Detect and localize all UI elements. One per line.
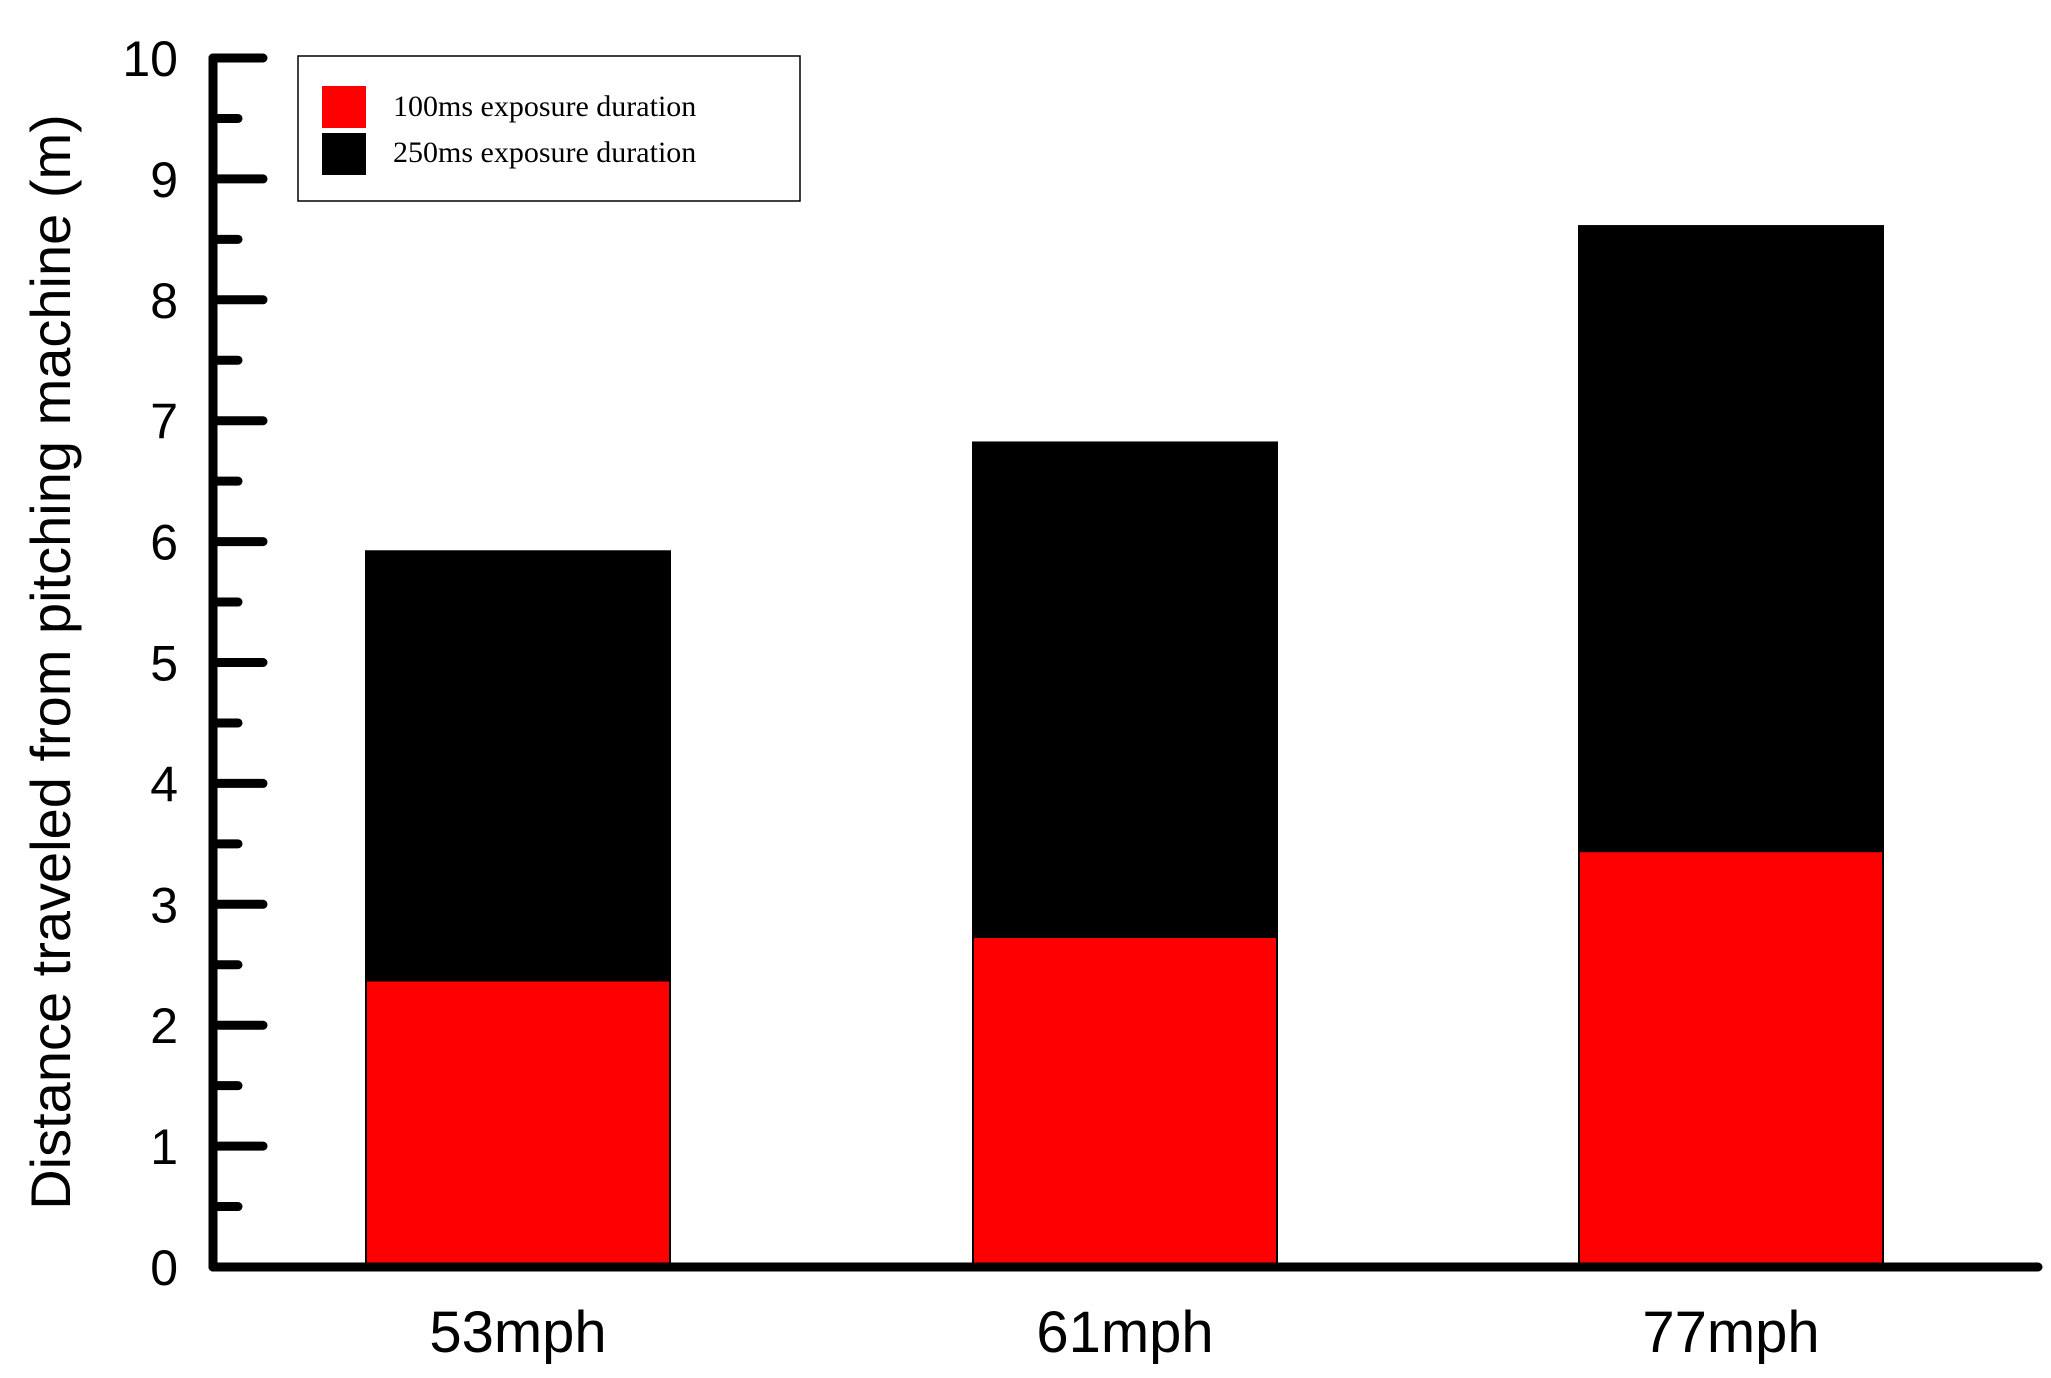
y-tick-label: 5 — [150, 636, 178, 692]
y-ticks: 0 1 2 3 4 5 6 7 8 9 10 — [122, 31, 268, 1296]
y-tick-label: 2 — [150, 998, 178, 1054]
y-tick-label: 6 — [150, 515, 178, 571]
y-tick-label: 1 — [150, 1119, 178, 1175]
y-tick-label: 4 — [150, 756, 178, 812]
y-tick-label: 7 — [150, 394, 178, 450]
y-tick-label: 8 — [150, 273, 178, 329]
x-category-label: 77mph — [1642, 1300, 1819, 1365]
bar-77mph-100ms — [1578, 850, 1884, 1268]
y-tick-label: 10 — [122, 31, 178, 87]
bar-53mph-250ms — [365, 550, 671, 982]
y-axis-title: Distance traveled from pitching machine … — [19, 114, 82, 1210]
bars-layer — [365, 225, 1884, 1268]
bar-53mph-100ms — [365, 979, 671, 1268]
x-category-label: 53mph — [429, 1300, 606, 1365]
legend-box — [297, 55, 801, 202]
y-tick-label: 9 — [150, 152, 178, 208]
legend: 100ms exposure duration 250ms exposure d… — [297, 55, 801, 202]
legend-label-250ms: 250ms exposure duration — [393, 136, 696, 169]
bar-61mph-250ms — [972, 441, 1278, 938]
y-tick-label: 0 — [150, 1240, 178, 1296]
bar-61mph-100ms — [972, 935, 1278, 1268]
legend-swatch-250ms — [322, 133, 366, 175]
legend-swatch-100ms — [322, 86, 366, 128]
bar-77mph-250ms — [1578, 225, 1884, 853]
x-category-label: 61mph — [1036, 1300, 1213, 1365]
y-tick-label: 3 — [150, 877, 178, 933]
legend-label-100ms: 100ms exposure duration — [393, 90, 696, 123]
x-category-labels: 53mph 61mph 77mph — [429, 1300, 1819, 1365]
